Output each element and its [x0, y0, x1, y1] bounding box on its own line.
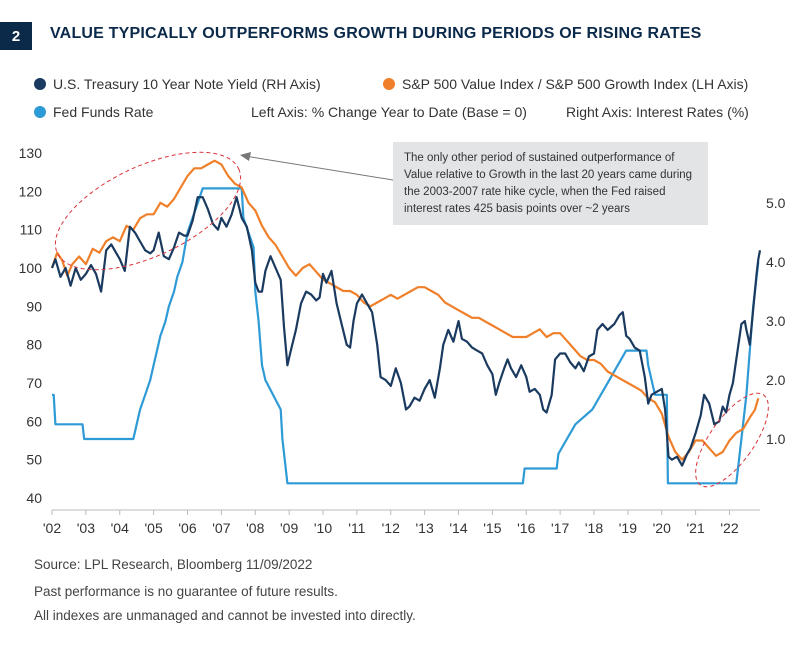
left-axis-tick-label: 50: [26, 452, 42, 468]
right-axis-tick-label: 1.0: [766, 431, 786, 447]
legend-dot-ratio-icon: [383, 78, 395, 90]
x-axis-tick-label: '17: [551, 520, 569, 536]
legend-dot-fed-icon: [34, 106, 46, 118]
legend-item-fed: Fed Funds Rate: [34, 104, 153, 120]
x-axis-tick-label: '14: [449, 520, 467, 536]
left-axis-tick-label: 110: [20, 222, 43, 238]
x-axis-tick-label: '04: [111, 520, 129, 536]
right-axis-ticks: 1.0 2.0 3.0 4.0 5.0: [766, 195, 786, 447]
right-axis-tick-label: 2.0: [766, 372, 786, 388]
right-axis-tick-label: 5.0: [766, 195, 786, 211]
annotation-line: Value relative to Growth in the last 20 …: [404, 169, 692, 181]
right-axis-tick-label: 3.0: [766, 313, 786, 329]
annotation-box: [393, 142, 708, 225]
figure-number-badge: 2: [0, 22, 32, 50]
left-axis-tick-label: 40: [26, 490, 42, 506]
right-axis-note: Right Axis: Interest Rates (%): [566, 104, 749, 120]
left-axis-tick-label: 90: [26, 298, 42, 314]
left-axis-tick-label: 80: [26, 337, 42, 353]
left-axis-tick-label: 60: [26, 413, 42, 429]
annotation-text: The only other period of sustained outpe…: [404, 152, 695, 215]
annotation-arrow-line: [244, 155, 394, 181]
x-axis-tick-label: '09: [280, 520, 298, 536]
x-axis-tick-label: '05: [145, 520, 163, 536]
legend-label-treasury: U.S. Treasury 10 Year Note Yield (RH Axi…: [53, 76, 321, 92]
x-axis-tick-label: '07: [212, 520, 230, 536]
footer-disclaimer-1: Past performance is no guarantee of futu…: [34, 584, 338, 599]
series-line-treasury-10y: [50, 196, 762, 467]
legend-item-ratio: S&P 500 Value Index / S&P 500 Growth Ind…: [383, 76, 748, 92]
chart-title: VALUE TYPICALLY OUTPERFORMS GROWTH DURIN…: [50, 25, 702, 42]
annotation-line: interest rates 425 basis points over ~2 …: [404, 203, 630, 215]
left-axis-ticks: 40 50 60 70 80 90 100 110 120 130: [19, 145, 43, 506]
x-axis-tick-label: '03: [77, 520, 95, 536]
series-line-fed-funds: [52, 187, 760, 485]
highlight-ellipse-2022: [695, 392, 769, 488]
x-axis-tick-label: '08: [246, 520, 264, 536]
right-axis-tick-label: 4.0: [766, 254, 786, 270]
left-axis-note: Left Axis: % Change Year to Date (Base =…: [251, 104, 527, 120]
legend-label-ratio: S&P 500 Value Index / S&P 500 Growth Ind…: [402, 76, 749, 92]
x-axis-tick-label: '11: [348, 520, 365, 536]
left-axis-tick-label: 70: [26, 375, 42, 391]
legend-label-fed: Fed Funds Rate: [53, 104, 154, 120]
annotation-arrowhead: [240, 152, 251, 161]
left-axis-tick-label: 130: [19, 145, 43, 161]
x-axis-tick-label: '20: [653, 520, 671, 536]
x-axis-tick-label: '13: [416, 520, 434, 536]
x-axis-tick-label: '02: [43, 520, 61, 536]
legend-dot-treasury-icon: [34, 78, 46, 90]
x-axis-tick-label: '06: [178, 520, 196, 536]
series-line-value-growth-ratio: [50, 159, 760, 461]
x-axis-ticks: '02 '03 '04 '05 '06 '07 '08 '09 '10 '11 '12 '13 '14 '…: [43, 510, 739, 536]
x-axis-tick-label: '18: [585, 520, 603, 536]
x-axis-tick-label: '16: [517, 520, 535, 536]
annotation-line: the 2003-2007 rate hike cycle, when the …: [404, 186, 665, 198]
series-group: [50, 159, 762, 485]
x-axis-tick-label: '19: [619, 520, 637, 536]
chart-canvas: 40 50 60 70 80 90 100 110 120 130 1.0 2.0 3.0 4.0 5.0…: [19, 142, 786, 536]
x-axis-tick-label: '22: [720, 520, 738, 536]
highlight-ellipse-2003-2007: [54, 151, 242, 271]
footer-source: Source: LPL Research, Bloomberg 11/09/20…: [34, 557, 313, 572]
footer-disclaimer-2: All indexes are unmanaged and cannot be …: [34, 608, 416, 623]
x-axis-tick-label: '21: [687, 520, 705, 536]
annotation-line: The only other period of sustained outpe…: [404, 152, 675, 164]
x-axis-tick-label: '12: [382, 520, 400, 536]
x-axis-tick-label: '15: [483, 520, 501, 536]
x-axis-tick-label: '10: [314, 520, 332, 536]
left-axis-tick-label: 120: [19, 183, 43, 199]
legend-item-treasury: U.S. Treasury 10 Year Note Yield (RH Axi…: [34, 76, 321, 92]
left-axis-tick-label: 100: [19, 260, 43, 276]
